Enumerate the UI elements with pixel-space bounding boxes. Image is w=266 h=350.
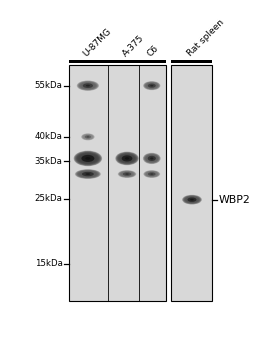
Ellipse shape xyxy=(82,134,94,140)
Ellipse shape xyxy=(77,170,99,178)
Ellipse shape xyxy=(115,152,139,165)
Ellipse shape xyxy=(76,170,100,178)
Ellipse shape xyxy=(144,170,160,178)
Ellipse shape xyxy=(75,169,101,179)
Ellipse shape xyxy=(144,82,159,90)
Ellipse shape xyxy=(82,172,94,176)
Text: U-87MG: U-87MG xyxy=(81,26,113,58)
Ellipse shape xyxy=(117,153,137,164)
Ellipse shape xyxy=(148,84,156,88)
Ellipse shape xyxy=(118,170,136,178)
Ellipse shape xyxy=(148,156,156,161)
Ellipse shape xyxy=(116,152,138,164)
Ellipse shape xyxy=(77,80,99,91)
Ellipse shape xyxy=(119,170,136,177)
Ellipse shape xyxy=(74,150,102,166)
Ellipse shape xyxy=(77,81,98,91)
Ellipse shape xyxy=(76,152,100,165)
Ellipse shape xyxy=(81,133,95,140)
Ellipse shape xyxy=(74,151,102,166)
Ellipse shape xyxy=(77,153,98,164)
Ellipse shape xyxy=(117,153,137,164)
Ellipse shape xyxy=(118,170,136,178)
Ellipse shape xyxy=(79,82,97,90)
Text: Rat spleen: Rat spleen xyxy=(186,18,226,58)
Ellipse shape xyxy=(78,170,98,178)
Ellipse shape xyxy=(116,152,138,165)
Ellipse shape xyxy=(77,170,99,178)
Ellipse shape xyxy=(85,157,90,160)
Ellipse shape xyxy=(82,134,94,140)
Ellipse shape xyxy=(184,196,200,203)
Ellipse shape xyxy=(81,133,94,140)
Text: 35kDa: 35kDa xyxy=(35,156,63,166)
Ellipse shape xyxy=(144,153,160,163)
Ellipse shape xyxy=(118,153,136,163)
Text: 40kDa: 40kDa xyxy=(35,132,63,141)
Ellipse shape xyxy=(145,82,159,89)
Ellipse shape xyxy=(150,85,153,86)
Ellipse shape xyxy=(144,171,159,177)
Ellipse shape xyxy=(119,171,135,177)
Ellipse shape xyxy=(143,153,160,164)
Ellipse shape xyxy=(144,170,160,177)
Ellipse shape xyxy=(86,85,90,86)
Ellipse shape xyxy=(143,81,160,90)
Ellipse shape xyxy=(145,154,159,163)
Ellipse shape xyxy=(184,196,200,204)
Ellipse shape xyxy=(182,195,202,204)
Ellipse shape xyxy=(143,170,160,178)
Ellipse shape xyxy=(143,153,161,164)
Ellipse shape xyxy=(123,172,131,176)
Text: WBP2: WBP2 xyxy=(218,195,250,205)
Ellipse shape xyxy=(190,199,194,201)
Ellipse shape xyxy=(144,82,160,90)
Ellipse shape xyxy=(144,154,160,163)
Ellipse shape xyxy=(81,155,94,162)
Text: 15kDa: 15kDa xyxy=(35,259,63,268)
Ellipse shape xyxy=(77,153,99,164)
Text: 25kDa: 25kDa xyxy=(35,194,63,203)
Ellipse shape xyxy=(143,81,160,90)
Ellipse shape xyxy=(118,154,136,163)
Ellipse shape xyxy=(76,152,100,165)
Bar xyxy=(69,60,166,63)
Ellipse shape xyxy=(183,196,201,204)
Ellipse shape xyxy=(145,171,159,177)
Ellipse shape xyxy=(150,173,153,175)
Ellipse shape xyxy=(83,83,93,88)
Ellipse shape xyxy=(150,158,153,160)
Bar xyxy=(171,60,211,63)
Ellipse shape xyxy=(145,82,159,89)
Ellipse shape xyxy=(144,154,159,163)
Ellipse shape xyxy=(183,195,201,204)
Ellipse shape xyxy=(182,195,201,204)
Ellipse shape xyxy=(188,197,197,202)
Ellipse shape xyxy=(75,152,101,166)
Ellipse shape xyxy=(122,155,132,162)
Ellipse shape xyxy=(185,196,200,203)
Bar xyxy=(171,65,211,301)
Ellipse shape xyxy=(125,173,129,175)
Text: C6: C6 xyxy=(146,43,160,58)
Text: 55kDa: 55kDa xyxy=(35,81,63,90)
Ellipse shape xyxy=(85,173,90,175)
Ellipse shape xyxy=(85,135,91,139)
Ellipse shape xyxy=(125,157,129,160)
Ellipse shape xyxy=(87,136,89,138)
Ellipse shape xyxy=(148,172,156,176)
Text: A-375: A-375 xyxy=(121,33,146,58)
Bar xyxy=(69,65,166,301)
Ellipse shape xyxy=(119,171,135,177)
Ellipse shape xyxy=(78,81,98,90)
Ellipse shape xyxy=(79,82,97,90)
Ellipse shape xyxy=(78,81,98,90)
Ellipse shape xyxy=(76,169,100,178)
